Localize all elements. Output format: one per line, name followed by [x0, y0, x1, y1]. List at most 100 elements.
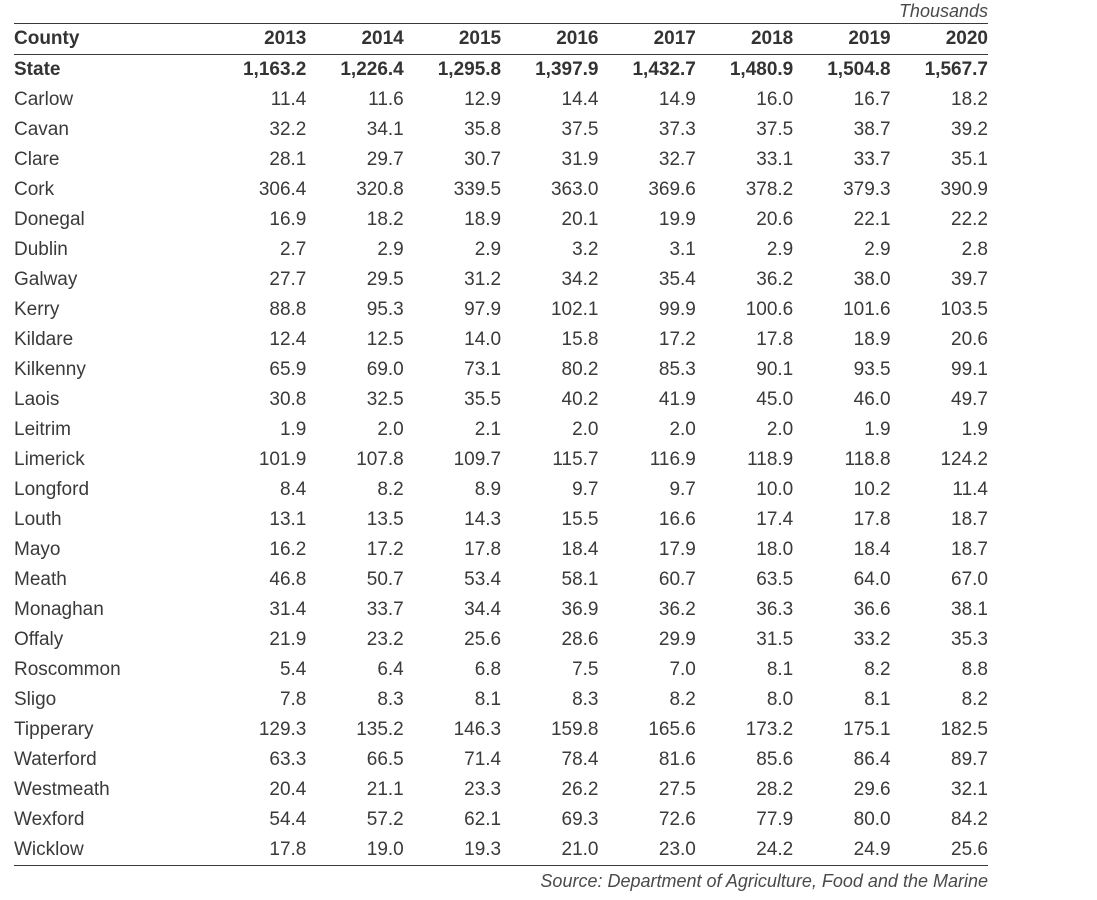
table-cell: 16.0: [756, 89, 794, 110]
table-cell: 14.3: [464, 509, 502, 530]
table-cell: 77.9: [756, 809, 794, 830]
table-cell: 379.3: [843, 179, 891, 200]
table-cell: 35.3: [951, 629, 988, 650]
table-cell: 27.5: [658, 779, 696, 800]
row-label: Kilkenny: [14, 359, 86, 380]
row-label: Waterford: [14, 749, 97, 770]
table-cell: 64.0: [853, 569, 891, 590]
row-label: Roscommon: [14, 659, 121, 680]
table-cell: 23.3: [464, 779, 502, 800]
table-cell: 1,397.9: [535, 59, 599, 80]
table-cell: 8.4: [279, 479, 307, 500]
table-cell: 2.0: [766, 419, 794, 440]
row-label: Monaghan: [14, 599, 104, 620]
table-cell: 23.0: [598, 835, 696, 866]
table-cell: 8.1: [766, 659, 794, 680]
column-header-year: 2017: [598, 24, 696, 55]
table-cell: 63.5: [756, 569, 794, 590]
table-cell: 36.2: [756, 269, 794, 290]
table-cell: 84.2: [951, 809, 988, 830]
table-row: Clare 28.1 29.7 30.7 31.9 32.7 33.1 33.7 35.1: [14, 145, 988, 175]
table-cell: 2.9: [864, 239, 891, 260]
table-header-row: County 2013 2014 2015 2016 2017 2018 2019 2020: [14, 24, 988, 55]
table-cell: 146.3: [453, 719, 502, 740]
table-cell: 17.8: [209, 835, 307, 866]
table-cell: 103.5: [940, 299, 988, 320]
row-label: Galway: [14, 269, 78, 290]
table-cell: 49.7: [951, 389, 988, 410]
table-cell: 36.3: [756, 599, 794, 620]
table-cell: 38.0: [853, 269, 891, 290]
table-cell: 7.5: [572, 659, 599, 680]
table-cell: 99.9: [658, 299, 696, 320]
table-row: Dublin 2.7 2.9 2.9 3.2 3.1 2.9 2.9 2.8: [14, 235, 988, 265]
table-cell: 1,432.7: [632, 59, 696, 80]
table-cell: 31.5: [756, 629, 794, 650]
table-cell: 32.7: [658, 149, 696, 170]
table-cell: 54.4: [269, 809, 307, 830]
row-label: Westmeath: [14, 779, 110, 800]
table-cell: 60.7: [658, 569, 696, 590]
table-cell: 115.7: [552, 449, 599, 470]
table-cell: 50.7: [366, 569, 404, 590]
table-cell: 57.2: [366, 809, 404, 830]
table-cell: 46.0: [853, 389, 891, 410]
table-cell: 65.9: [269, 359, 307, 380]
table-cell: 18.7: [951, 509, 988, 530]
table-cell: 17.8: [756, 329, 794, 350]
table-cell: 1,226.4: [340, 59, 404, 80]
row-label: Clare: [14, 149, 60, 170]
table-cell: 25.6: [464, 629, 502, 650]
table-cell: 67.0: [951, 569, 988, 590]
column-header-year: 2018: [695, 24, 794, 55]
column-header-year: 2013: [209, 24, 307, 55]
table-cell: 28.1: [269, 149, 307, 170]
table-row: Mayo 16.2 17.2 17.8 18.4 17.9 18.0 18.4 18.7: [14, 535, 988, 565]
table-row: Limerick 101.9 107.8 109.7 115.7 116.9 118.9 11…: [14, 445, 988, 475]
row-label: Longford: [14, 479, 90, 500]
table-cell: 15.8: [561, 329, 599, 350]
table-cell: 101.9: [258, 449, 307, 470]
table-cell: 16.2: [269, 539, 307, 560]
table-row: Kildare 12.4 12.5 14.0 15.8 17.2 17.8 18.9 20.6: [14, 325, 988, 355]
table-row: Sligo 7.8 8.3 8.1 8.3 8.2 8.0 8.1 8.2: [14, 685, 988, 715]
row-label: Leitrim: [14, 419, 72, 440]
table-cell: 39.7: [951, 269, 988, 290]
table-cell: 36.9: [561, 599, 599, 620]
row-label: Tipperary: [14, 719, 94, 740]
table-cell: 53.4: [464, 569, 502, 590]
table-cell: 1.9: [864, 419, 891, 440]
table-cell: 13.5: [366, 509, 404, 530]
table-cell: 18.2: [951, 89, 988, 110]
table-row: Laois 30.8 32.5 35.5 40.2 41.9 45.0 46.0 49.7: [14, 385, 988, 415]
table-cell: 81.6: [658, 749, 696, 770]
table-cell: 102.1: [550, 299, 599, 320]
table-cell: 21.0: [501, 835, 599, 866]
column-header-year: 2015: [403, 24, 502, 55]
table-cell: 8.1: [474, 689, 502, 710]
table-cell: 1.9: [279, 419, 307, 440]
table-row: Tipperary 129.3 135.2 146.3 159.8 165.6 173.2 1…: [14, 715, 988, 745]
table-cell: 33.7: [366, 599, 404, 620]
table-cell: 2.8: [961, 239, 988, 260]
table-cell: 124.2: [940, 449, 988, 470]
table-cell: 69.0: [366, 359, 404, 380]
table-cell: 35.1: [951, 149, 988, 170]
table-cell: 20.1: [561, 209, 599, 230]
table-cell: 46.8: [269, 569, 307, 590]
table-cell: 2.1: [474, 419, 502, 440]
table-cell: 3.1: [669, 239, 696, 260]
table-cell: 73.1: [464, 359, 502, 380]
table-cell: 11.6: [368, 89, 404, 110]
table-cell: 93.5: [853, 359, 891, 380]
table-row: Cork 306.4 320.8 339.5 363.0 369.6 378.2 379.3 3…: [14, 175, 988, 205]
table-cell: 8.1: [864, 689, 891, 710]
table-cell: 1,504.8: [827, 59, 891, 80]
table-row-total: State 1,163.2 1,226.4 1,295.8 1,397.9 1,432.7…: [14, 55, 988, 86]
table-cell: 7.0: [669, 659, 696, 680]
table-cell: 14.9: [658, 89, 696, 110]
table-cell: 37.3: [658, 119, 696, 140]
table-row: Meath 46.8 50.7 53.4 58.1 60.7 63.5 64.0 67.0: [14, 565, 988, 595]
table-row: Westmeath 20.4 21.1 23.3 26.2 27.5 28.2 29.6 32.…: [14, 775, 988, 805]
table-body: State 1,163.2 1,226.4 1,295.8 1,397.9 1,432.7…: [14, 55, 988, 866]
